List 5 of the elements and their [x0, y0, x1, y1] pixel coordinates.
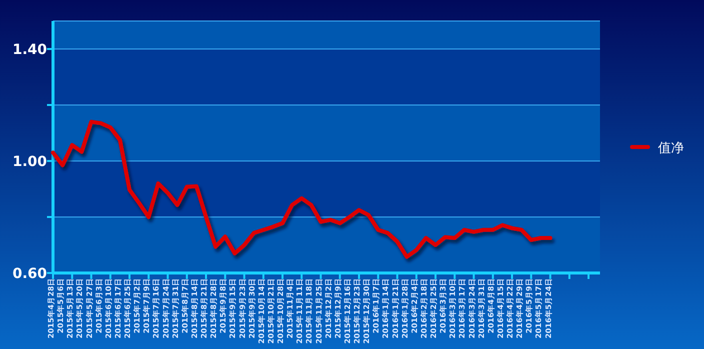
- y-tick-label: 1.40: [12, 42, 48, 58]
- legend-label: 值净: [658, 141, 684, 156]
- line-series: [51, 120, 552, 259]
- y-tick-label: 1.00: [12, 154, 48, 170]
- y-tick-label: 0.60: [12, 266, 48, 282]
